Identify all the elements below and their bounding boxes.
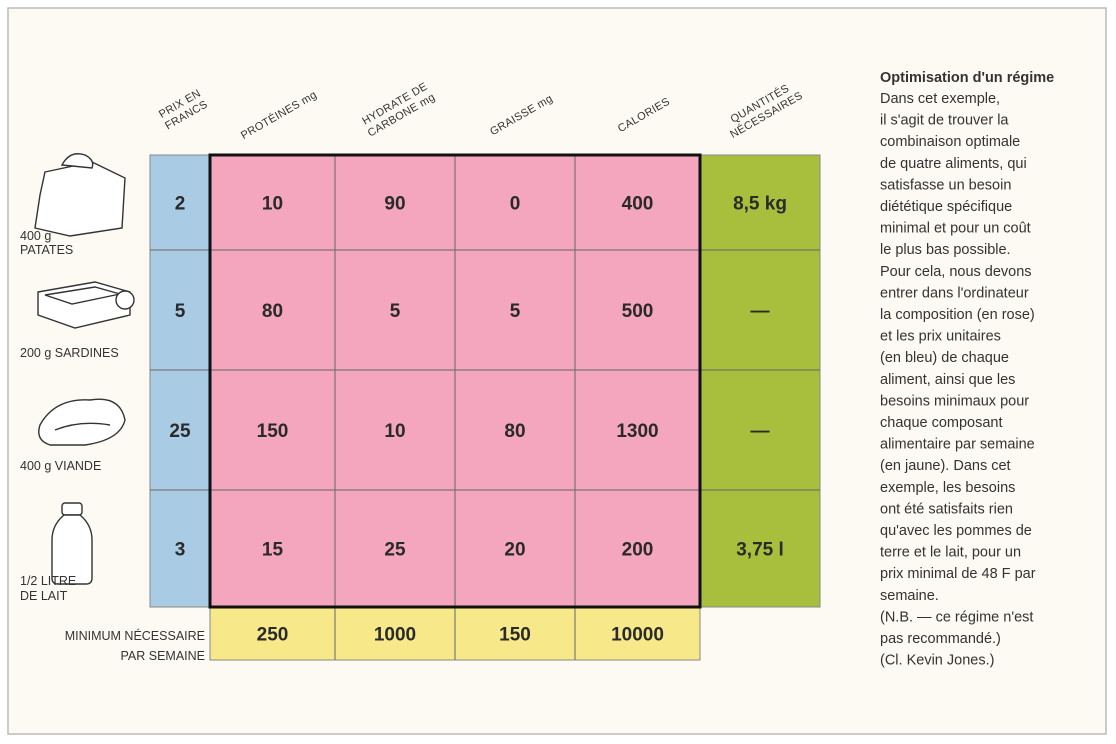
sidebar-line: alimentaire par semaine [880, 437, 1035, 453]
sidebar-line: (Cl. Kevin Jones.) [880, 653, 994, 669]
sidebar-line: ont été satisfaits rien [880, 501, 1013, 517]
sidebar-line: minimal et pour un coût [880, 221, 1031, 237]
cell-value: 0 [510, 194, 521, 215]
cell-value: 400 [622, 194, 654, 215]
sidebar-line: combinaison optimale [880, 134, 1020, 150]
sidebar-line: (N.B. — ce régime n'est [880, 609, 1033, 625]
sidebar-line: et les prix unitaires [880, 329, 1001, 345]
sidebar-line: besoins minimaux pour [880, 393, 1029, 409]
sidebar-line: exemple, les besoins [880, 480, 1015, 496]
sidebar-line: aliment, ainsi que les [880, 372, 1015, 388]
minimum-value: 10000 [611, 625, 664, 646]
row-label: 400 g [20, 229, 51, 243]
cell-value: 25 [384, 540, 406, 561]
cell-value: 200 [622, 540, 654, 561]
cell-value: 90 [384, 194, 405, 215]
cell-value: 80 [504, 421, 525, 442]
sidebar-line: chaque composant [880, 415, 1003, 431]
cell-value: 3,75 l [736, 540, 784, 561]
minimum-value: 1000 [374, 625, 416, 646]
cell-value: 150 [257, 421, 289, 442]
footer-label: MINIMUM NÉCESSAIRE [65, 628, 205, 643]
sidebar-line: la composition (en rose) [880, 307, 1035, 323]
row-label: DE LAIT [20, 589, 68, 603]
cell-value: 10 [384, 421, 405, 442]
cell-value: 3 [175, 540, 186, 561]
sidebar-line: satisfasse un besoin [880, 177, 1011, 193]
sidebar-line: terre et le lait, pour un [880, 545, 1021, 561]
sidebar-line: entrer dans l'ordinateur [880, 285, 1029, 301]
cell-value: 20 [504, 540, 525, 561]
cell-value: 1300 [616, 421, 658, 442]
footer-label: PAR SEMAINE [120, 649, 205, 663]
sidebar-line: Dans cet exemple, [880, 91, 1000, 107]
cell-value: 2 [175, 194, 186, 215]
minimum-value: 250 [257, 625, 289, 646]
row-label: 400 g VIANDE [20, 459, 101, 473]
sidebar-line: prix minimal de 48 F par [880, 566, 1036, 582]
cell-value: — [751, 301, 770, 322]
minimum-value: 150 [499, 625, 531, 646]
row-label: 200 g SARDINES [20, 346, 119, 360]
cell-value: 80 [262, 301, 283, 322]
cell-value: 15 [262, 540, 284, 561]
sidebar-line: semaine. [880, 588, 939, 604]
cell-value: 5 [175, 301, 186, 322]
sidebar-line: (en bleu) de chaque [880, 350, 1009, 366]
row-label: 1/2 LITRE [20, 574, 76, 588]
sidebar-line: qu'avec les pommes de [880, 523, 1032, 539]
cell-value: 5 [390, 301, 401, 322]
sidebar-line: le plus bas possible. [880, 242, 1011, 258]
cell-value: 10 [262, 194, 283, 215]
cell-value: 5 [510, 301, 521, 322]
sidebar-line: de quatre aliments, qui [880, 156, 1027, 172]
sidebar-line: il s'agit de trouver la [880, 113, 1009, 129]
sidebar-title: Optimisation d'un régime [880, 70, 1054, 86]
page: PRIX ENFRANCSPROTÉINES mgHYDRATE DECARBO… [0, 0, 1116, 744]
sidebar-line: pas recommandé.) [880, 631, 1001, 647]
sidebar-line: (en jaune). Dans cet [880, 458, 1011, 474]
row-label: PATATES [20, 243, 73, 257]
cell-value: — [751, 421, 770, 442]
cell-value: 500 [622, 301, 654, 322]
sidebar-line: Pour cela, nous devons [880, 264, 1032, 280]
sidebar-line: diététique spécifique [880, 199, 1012, 215]
cell-value: 8,5 kg [733, 194, 787, 215]
cell-value: 25 [169, 421, 191, 442]
